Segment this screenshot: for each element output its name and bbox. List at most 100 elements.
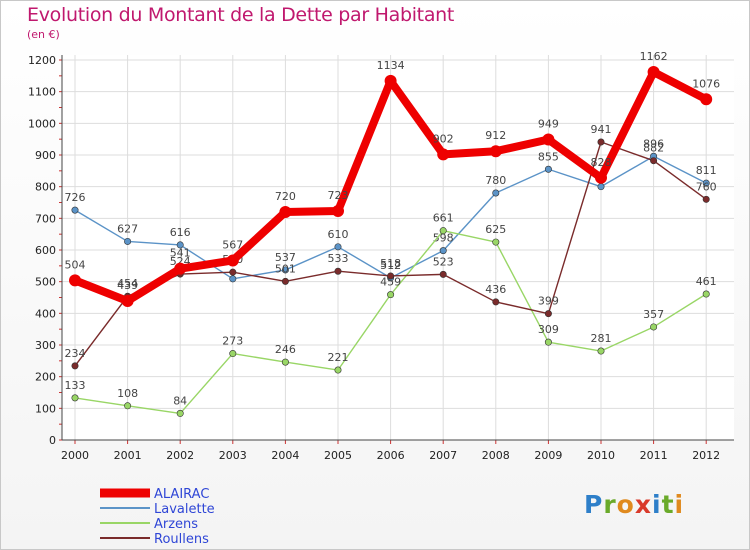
y-tick-label: 1200 bbox=[28, 54, 56, 67]
data-label: 84 bbox=[173, 394, 187, 407]
x-tick-label: 2002 bbox=[166, 449, 194, 462]
data-point bbox=[489, 145, 502, 158]
data-label: 902 bbox=[433, 132, 454, 145]
data-label: 436 bbox=[485, 283, 506, 296]
data-label: 518 bbox=[380, 257, 401, 270]
y-tick-label: 400 bbox=[35, 307, 56, 320]
data-label: 627 bbox=[117, 222, 138, 235]
data-label: 273 bbox=[222, 335, 243, 348]
legend-label-lavalette: Lavalette bbox=[154, 502, 215, 517]
data-point bbox=[597, 138, 605, 146]
data-point bbox=[542, 133, 555, 146]
data-point bbox=[124, 402, 132, 410]
data-label: 912 bbox=[485, 129, 506, 142]
data-point bbox=[229, 275, 237, 283]
data-point bbox=[702, 195, 710, 203]
data-label: 501 bbox=[275, 262, 296, 275]
y-tick-label: 200 bbox=[35, 371, 56, 384]
data-label: 459 bbox=[380, 276, 401, 289]
data-label: 625 bbox=[485, 223, 506, 236]
data-point bbox=[387, 291, 395, 299]
data-label: 896 bbox=[643, 137, 664, 150]
y-tick-label: 500 bbox=[35, 276, 56, 289]
data-point bbox=[69, 274, 81, 287]
y-tick-label: 100 bbox=[35, 402, 56, 415]
data-point bbox=[700, 93, 713, 106]
data-point bbox=[334, 366, 342, 374]
y-tick-label: 1100 bbox=[28, 86, 56, 99]
data-label: 610 bbox=[328, 228, 349, 241]
x-tick-label: 2003 bbox=[219, 449, 247, 462]
data-point bbox=[702, 179, 710, 187]
data-point bbox=[597, 347, 605, 355]
data-label: 720 bbox=[275, 190, 296, 203]
data-point bbox=[176, 241, 184, 249]
y-tick-label: 1000 bbox=[28, 117, 56, 130]
data-point bbox=[595, 171, 607, 184]
data-label: 567 bbox=[222, 238, 243, 251]
data-label: 882 bbox=[643, 142, 664, 155]
x-tick-label: 2010 bbox=[587, 449, 615, 462]
data-point bbox=[439, 227, 447, 235]
data-label: 133 bbox=[65, 379, 86, 392]
plot-area bbox=[62, 55, 734, 440]
data-point bbox=[650, 323, 658, 331]
data-point bbox=[281, 358, 289, 366]
data-point bbox=[597, 183, 605, 191]
data-point bbox=[439, 270, 447, 278]
data-label: 523 bbox=[433, 255, 454, 268]
data-label: 461 bbox=[696, 275, 717, 288]
x-tick-label: 2011 bbox=[640, 449, 668, 462]
data-point bbox=[71, 394, 79, 402]
x-tick-label: 2012 bbox=[692, 449, 720, 462]
data-point bbox=[124, 237, 132, 245]
data-point bbox=[334, 243, 342, 251]
data-point bbox=[121, 294, 134, 307]
x-tick-label: 2009 bbox=[534, 449, 562, 462]
data-label: 454 bbox=[117, 277, 138, 290]
data-point bbox=[332, 205, 344, 218]
x-tick-label: 2007 bbox=[429, 449, 457, 462]
data-point bbox=[647, 66, 660, 79]
data-label: 760 bbox=[696, 180, 717, 193]
data-point bbox=[702, 290, 710, 298]
data-label: 537 bbox=[275, 251, 296, 264]
data-label: 723 bbox=[328, 189, 349, 202]
data-label: 108 bbox=[117, 387, 138, 400]
data-label: 234 bbox=[65, 347, 86, 360]
data-point bbox=[279, 206, 292, 218]
y-tick-label: 300 bbox=[35, 339, 56, 352]
data-label: 811 bbox=[696, 164, 717, 177]
y-tick-label: 800 bbox=[35, 181, 56, 194]
data-point bbox=[492, 298, 500, 306]
data-label: 541 bbox=[170, 247, 191, 260]
data-label: 941 bbox=[591, 123, 612, 136]
data-label: 533 bbox=[328, 252, 349, 265]
data-point bbox=[176, 409, 184, 417]
data-label: 309 bbox=[538, 323, 559, 336]
data-point bbox=[229, 350, 237, 358]
x-tick-label: 2005 bbox=[324, 449, 352, 462]
x-tick-label: 2001 bbox=[114, 449, 142, 462]
data-label: 1162 bbox=[640, 50, 668, 63]
y-tick-label: 600 bbox=[35, 244, 56, 257]
data-point bbox=[544, 310, 552, 318]
data-label: 828 bbox=[591, 156, 612, 169]
data-point bbox=[226, 254, 239, 267]
data-label: 726 bbox=[65, 191, 86, 204]
data-label: 598 bbox=[433, 232, 454, 245]
data-label: 221 bbox=[328, 351, 349, 364]
data-label: 512 bbox=[380, 259, 401, 272]
y-tick-label: 0 bbox=[49, 434, 56, 447]
data-point bbox=[492, 238, 500, 246]
x-tick-label: 2004 bbox=[271, 449, 299, 462]
data-label: 281 bbox=[591, 332, 612, 345]
legend-label-alairac: ALAIRAC bbox=[154, 487, 209, 502]
data-point bbox=[281, 266, 289, 274]
data-label: 399 bbox=[538, 295, 559, 308]
chart-subtitle: (en €) bbox=[27, 28, 60, 41]
data-point bbox=[439, 247, 447, 255]
data-label: 949 bbox=[538, 117, 559, 130]
data-point bbox=[650, 157, 658, 165]
